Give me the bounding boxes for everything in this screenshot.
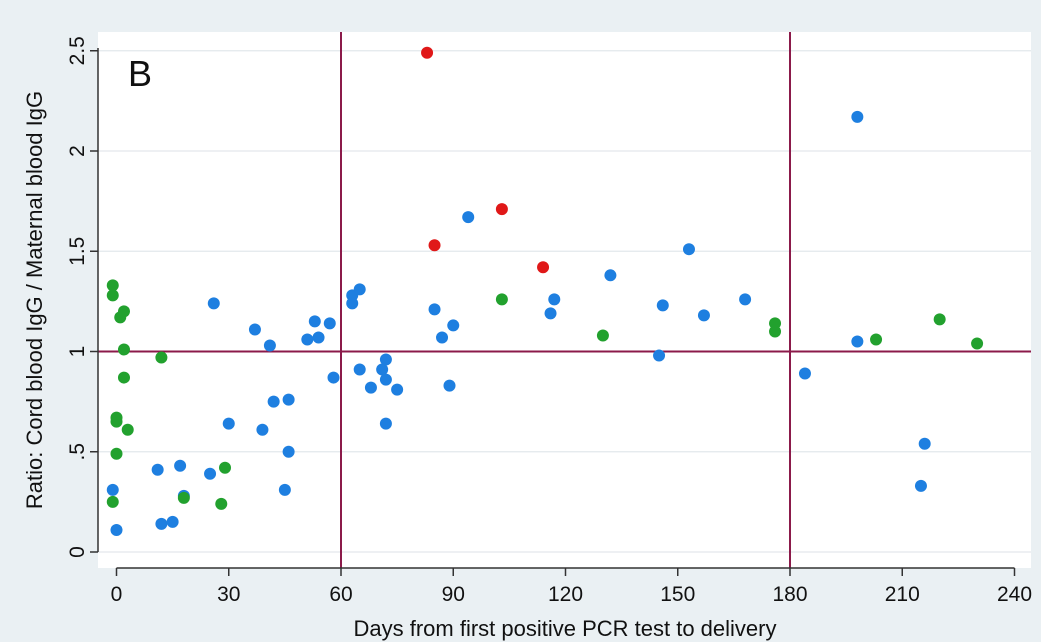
data-point	[447, 319, 460, 332]
plot-area	[98, 32, 1031, 568]
data-point	[914, 479, 927, 492]
data-point	[495, 203, 508, 216]
data-point	[219, 461, 232, 474]
x-tick-label: 0	[111, 583, 123, 606]
y-tick-label: 2.5	[66, 36, 89, 65]
data-point	[428, 303, 441, 316]
reference-lines	[98, 32, 1031, 568]
panel-label: B	[128, 53, 152, 94]
y-tick-label: 1	[66, 346, 89, 358]
data-point	[421, 46, 434, 59]
data-point	[301, 333, 314, 346]
data-point	[697, 309, 710, 322]
data-point	[443, 379, 456, 392]
data-point	[971, 337, 984, 350]
data-point	[376, 363, 389, 376]
x-tick-label: 210	[885, 583, 920, 606]
data-point	[851, 110, 864, 123]
data-point	[353, 363, 366, 376]
y-tick-label: 0	[66, 546, 89, 558]
data-point	[682, 243, 695, 256]
data-point	[537, 261, 550, 274]
data-point	[851, 335, 864, 348]
data-point	[353, 283, 366, 296]
x-axis-title: Days from first positive PCR test to del…	[353, 616, 776, 641]
y-tick-label: 1.5	[66, 237, 89, 266]
data-point	[215, 497, 228, 510]
data-point	[462, 211, 475, 224]
data-point	[222, 417, 235, 430]
data-point	[364, 381, 377, 394]
y-axis-ticks: 0 .5 1 1.5 2 2.5	[66, 36, 98, 558]
data-point	[106, 483, 119, 496]
data-point	[656, 299, 669, 312]
data-point	[106, 279, 119, 292]
x-tick-label: 90	[442, 583, 465, 606]
x-tick-label: 150	[660, 583, 695, 606]
y-axis-title: Ratio: Cord blood IgG / Maternal blood I…	[22, 91, 47, 509]
data-point	[110, 415, 123, 428]
x-tick-label: 120	[548, 583, 583, 606]
data-point	[256, 423, 269, 436]
data-point	[596, 329, 609, 342]
y-tick-label: 2	[66, 145, 89, 157]
data-point	[166, 515, 179, 528]
data-point	[263, 339, 276, 352]
data-point	[312, 331, 325, 344]
data-point	[548, 293, 561, 306]
data-point	[110, 447, 123, 460]
data-point	[798, 367, 811, 380]
data-point	[117, 343, 130, 356]
data-point	[155, 517, 168, 530]
data-point	[308, 315, 321, 328]
data-point	[918, 437, 931, 450]
data-point	[207, 297, 220, 310]
data-point	[379, 353, 392, 366]
data-point	[769, 325, 782, 338]
data-point	[323, 317, 336, 330]
data-point	[933, 313, 946, 326]
data-point	[177, 491, 190, 504]
data-point	[151, 463, 164, 476]
data-points	[106, 46, 984, 536]
data-point	[428, 239, 441, 252]
data-point	[739, 293, 752, 306]
x-tick-label: 180	[772, 583, 807, 606]
data-point	[155, 351, 168, 364]
data-point	[117, 371, 130, 384]
data-point	[282, 393, 295, 406]
data-point	[267, 395, 280, 408]
data-point	[495, 293, 508, 306]
data-point	[106, 289, 119, 302]
data-point	[870, 333, 883, 346]
data-point	[436, 331, 449, 344]
data-point	[248, 323, 261, 336]
y-tick-label: .5	[66, 443, 89, 461]
data-point	[391, 383, 404, 396]
data-point	[110, 523, 123, 536]
data-point	[121, 423, 134, 436]
data-point	[117, 305, 130, 318]
data-point	[278, 483, 291, 496]
data-point	[379, 417, 392, 430]
x-tick-label: 30	[217, 583, 240, 606]
data-point	[282, 445, 295, 458]
data-point	[653, 349, 666, 362]
x-axis-ticks: 0 30 60 90 120 150 180 210 240	[111, 568, 1032, 606]
data-point	[327, 371, 340, 384]
x-tick-label: 60	[329, 583, 352, 606]
data-point	[544, 307, 557, 320]
data-point	[204, 467, 217, 480]
data-point	[174, 459, 187, 472]
data-point	[604, 269, 617, 282]
data-point	[379, 373, 392, 386]
data-point	[106, 495, 119, 508]
x-tick-label: 240	[997, 583, 1032, 606]
